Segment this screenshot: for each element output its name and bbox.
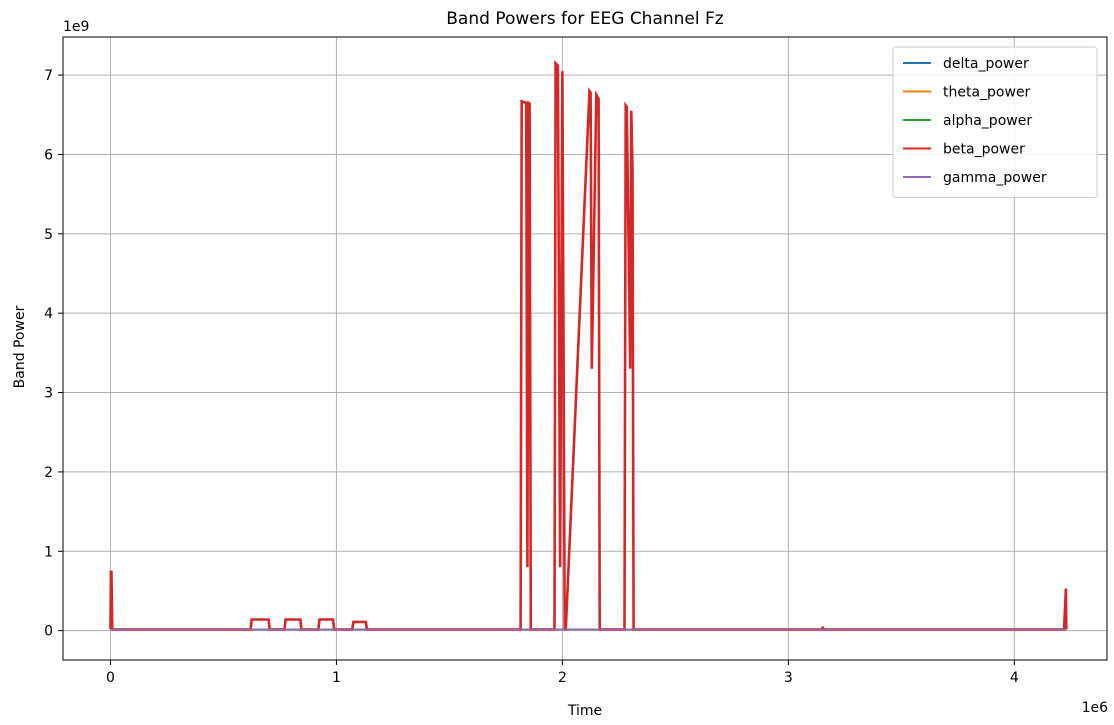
x-tick-label-2: 2 — [558, 670, 567, 686]
legend-label-alpha-power: alpha_power — [943, 113, 1032, 129]
x-tick-label-0: 0 — [106, 670, 115, 686]
y-tick-label-5: 5 — [44, 227, 53, 243]
x-axis-label: Time — [567, 703, 602, 719]
x-tick-label-3: 3 — [784, 670, 793, 686]
y-tick-label-6: 6 — [44, 147, 53, 163]
x-axis-ticks: 0 1 2 3 4 — [106, 660, 1019, 686]
y-tick-label-1: 1 — [44, 544, 53, 560]
y-offset-label: 1e9 — [63, 19, 89, 35]
x-offset-label: 1e6 — [1082, 700, 1109, 716]
legend-label-delta-power: delta_power — [943, 56, 1029, 72]
y-tick-label-4: 4 — [44, 306, 53, 322]
series-lines — [109, 59, 1068, 631]
plot-frame — [62, 36, 1108, 661]
x-tick-label-4: 4 — [1010, 670, 1019, 686]
y-tick-label-0: 0 — [44, 624, 53, 640]
y-axis-label: Band Power — [12, 305, 28, 388]
legend: delta_power theta_power alpha_power beta_po… — [892, 46, 1098, 198]
chart-title: Band Powers for EEG Channel Fz — [446, 9, 724, 29]
legend-label-beta-power: beta_power — [943, 142, 1025, 158]
legend-label-theta-power: theta_power — [943, 85, 1031, 101]
legend-box — [892, 46, 1098, 198]
x-tick-label-1: 1 — [332, 670, 341, 686]
y-tick-label-2: 2 — [44, 465, 53, 481]
y-axis-ticks: 0 1 2 3 4 5 6 7 — [44, 68, 63, 640]
y-tick-label-3: 3 — [44, 386, 53, 402]
legend-label-gamma-power: gamma_power — [943, 170, 1047, 186]
y-tick-label-7: 7 — [44, 68, 53, 84]
